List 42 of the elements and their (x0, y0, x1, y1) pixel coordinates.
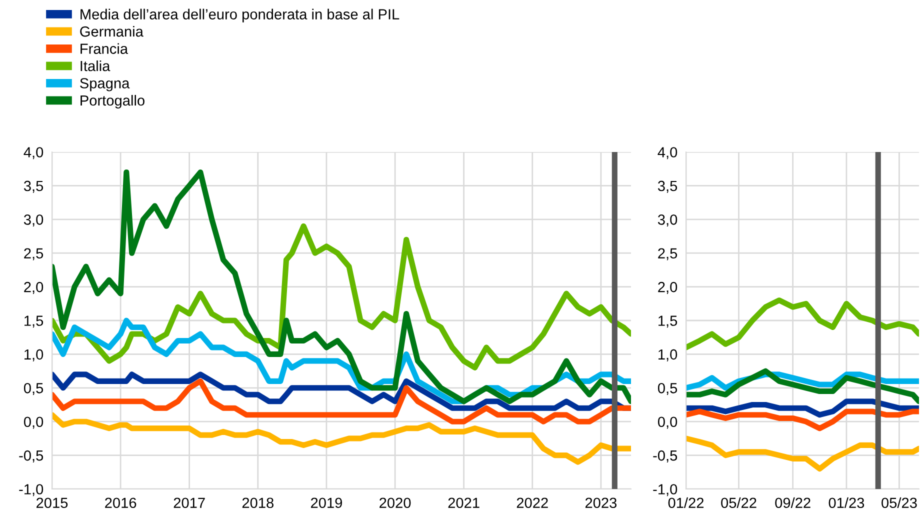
y-tick-label: -1,0 (19, 484, 44, 496)
x-tick-label: 01/23 (828, 497, 864, 508)
y-tick-label: 2,5 (658, 248, 678, 260)
y-tick-label: -0,5 (19, 450, 44, 462)
x-tick-label: 2019 (310, 498, 342, 508)
y-tick-label: 3,5 (658, 180, 678, 193)
x-tick-label: 2020 (380, 498, 411, 508)
legend-label: Media dell’area dell’euro ponderata in base al PIL (80, 8, 400, 22)
x-tick-label: 09/22 (775, 497, 810, 508)
x-tick-label: 05/22 (721, 497, 756, 508)
y-tick-label: 3,0 (658, 214, 678, 227)
legend-label: Italia (80, 60, 110, 72)
x-tick-label: 2018 (242, 498, 274, 508)
legend-label: Spagna (80, 78, 130, 92)
x-tick-label: 01/22 (668, 497, 704, 508)
y-tick-label: 4,0 (24, 147, 44, 160)
x-tick-label: 2016 (105, 498, 136, 508)
y-tick-label: -1,0 (653, 484, 678, 496)
x-tick-label: 2022 (516, 498, 548, 508)
x-tick-label: 2015 (36, 498, 68, 508)
legend-label: Germania (80, 26, 144, 37)
x-tick-label: 2023 (585, 498, 617, 508)
y-tick-label: 2,0 (24, 282, 44, 294)
y-tick-label: 1,5 (658, 316, 678, 328)
legend-label: Portogallo (80, 94, 144, 109)
y-tick-label: 0,0 (24, 416, 44, 429)
y-tick-label: 1,0 (24, 349, 44, 362)
y-tick-label: 4,0 (658, 147, 678, 160)
y-tick-label: 0,5 (24, 383, 44, 396)
y-tick-label: 1,0 (658, 349, 678, 362)
y-tick-label: -0,5 (653, 450, 678, 462)
y-tick-label: 1,5 (24, 316, 44, 328)
legend-label: Francia (80, 43, 128, 54)
x-tick-label: 2017 (174, 498, 205, 508)
x-tick-label: 05/23 (882, 497, 917, 508)
y-tick-label: 0,0 (658, 416, 678, 429)
y-tick-label: 3,0 (24, 214, 44, 227)
y-tick-label: 0,5 (658, 383, 678, 396)
y-tick-label: 2,0 (658, 282, 678, 294)
y-tick-label: 2,5 (24, 248, 44, 260)
x-tick-label: 2021 (448, 498, 480, 508)
y-tick-label: 3,5 (24, 180, 44, 193)
